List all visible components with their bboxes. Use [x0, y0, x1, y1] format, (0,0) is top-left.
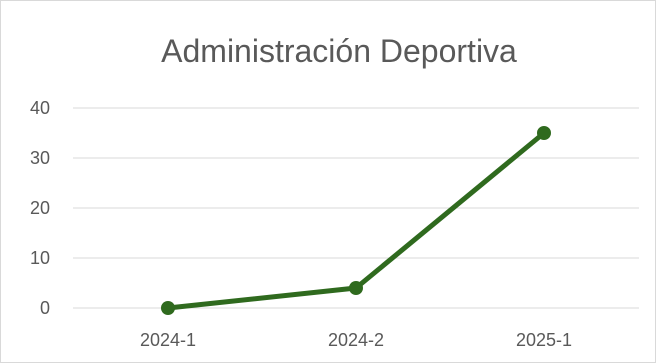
y-tick-label: 10: [30, 248, 50, 268]
x-tick-label: 2025-1: [516, 330, 572, 350]
data-point-2024-1: [161, 301, 175, 315]
y-tick-label: 40: [30, 98, 50, 118]
chart-title: Administración Deportiva: [161, 33, 517, 69]
data-point-2025-1: [537, 126, 551, 140]
y-tick-label: 0: [40, 298, 50, 318]
y-tick-label: 30: [30, 148, 50, 168]
data-point-2024-2: [349, 281, 363, 295]
y-tick-label: 20: [30, 198, 50, 218]
x-tick-label: 2024-1: [140, 330, 196, 350]
x-tick-label: 2024-2: [328, 330, 384, 350]
